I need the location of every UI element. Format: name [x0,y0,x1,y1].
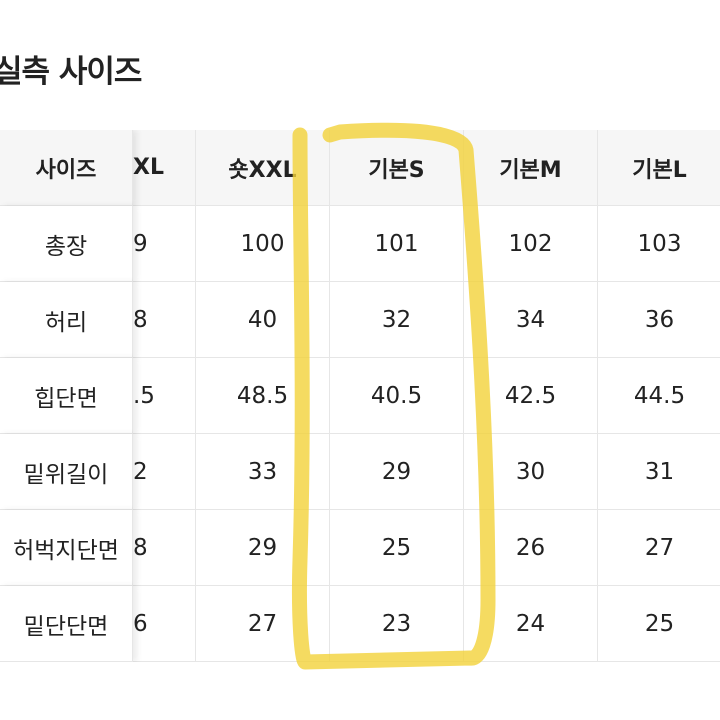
table-cell: 힙단면 [0,358,133,434]
table-cell: 밑위길이 [0,434,133,510]
table-cell: 24 [464,586,598,662]
table-cell: 32 [330,282,464,358]
header-cell: 기본L [598,130,720,206]
table-cell: 23 [330,586,464,662]
table-cell: 6 [133,586,196,662]
table-cell: 30 [464,434,598,510]
table-cell: 허벅지단면 [0,510,133,586]
table-cell: 27 [598,510,720,586]
table-cell: 33 [196,434,330,510]
table-cell: 8 [133,510,196,586]
table-cell: 8 [133,282,196,358]
table-cell: 26 [464,510,598,586]
title: 실측 사이즈 [0,54,142,90]
size-table: 사이즈 XL 숏XXL 기본S 기본M 기본L 총장 9 100 101 102 103 허리 8 40 32… [0,130,720,662]
table-cell: 총장 [0,206,133,282]
header-cell: 숏XXL [196,130,330,206]
table-cell: 101 [330,206,464,282]
table-cell: 9 [133,206,196,282]
table-cell: 102 [464,206,598,282]
table-cell: 48.5 [196,358,330,434]
table-cell: 103 [598,206,720,282]
header-cell: 기본M [464,130,598,206]
table-cell: 29 [330,434,464,510]
header-cell: XL [133,130,196,206]
table-cell: 25 [598,586,720,662]
table-cell: 31 [598,434,720,510]
table-cell: 2 [133,434,196,510]
table-cell: 40 [196,282,330,358]
table-cell: 29 [196,510,330,586]
table-cell: 100 [196,206,330,282]
table-cell: 44.5 [598,358,720,434]
table-cell: 40.5 [330,358,464,434]
table-cell: 34 [464,282,598,358]
table-cell: .5 [133,358,196,434]
header-cell: 사이즈 [0,130,133,206]
table-cell: 밑단단면 [0,586,133,662]
table-cell: 25 [330,510,464,586]
table-cell: 42.5 [464,358,598,434]
table-cell: 27 [196,586,330,662]
table-cell: 허리 [0,282,133,358]
header-cell: 기본S [330,130,464,206]
table-cell: 36 [598,282,720,358]
